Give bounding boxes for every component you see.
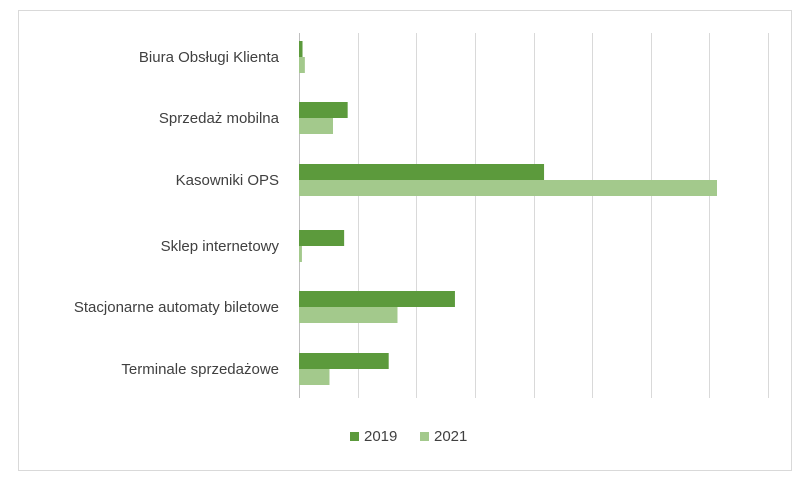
legend-swatch <box>350 432 359 441</box>
bar-2021 <box>299 118 334 134</box>
bar-2021 <box>299 57 305 73</box>
bar-2019 <box>299 41 303 57</box>
bar-2021 <box>299 180 717 196</box>
bar-2019 <box>299 230 345 246</box>
bar-2021 <box>299 369 330 385</box>
category-label: Sklep internetowy <box>161 238 280 255</box>
legend-label: 2019 <box>364 428 397 445</box>
category-label: Stacjonarne automaty biletowe <box>74 299 279 316</box>
category-label: Terminale sprzedażowe <box>121 361 279 378</box>
legend: 2019 2021 <box>350 428 467 445</box>
legend-swatch <box>420 432 429 441</box>
chart-frame <box>18 10 792 471</box>
bar-2019 <box>299 164 545 180</box>
bars <box>299 41 717 385</box>
bar-2019 <box>299 353 389 369</box>
bar-2021 <box>299 246 302 262</box>
bar-2019 <box>299 291 455 307</box>
gridlines <box>299 33 769 398</box>
category-labels: Biura Obsługi Klienta Sprzedaż mobilna Kas… <box>74 49 280 378</box>
category-label: Biura Obsługi Klienta <box>139 49 280 66</box>
category-label: Kasowniki OPS <box>176 172 279 189</box>
bar-2019 <box>299 102 348 118</box>
category-label: Sprzedaż mobilna <box>159 110 280 127</box>
bar-2021 <box>299 307 398 323</box>
legend-label: 2021 <box>434 428 467 445</box>
